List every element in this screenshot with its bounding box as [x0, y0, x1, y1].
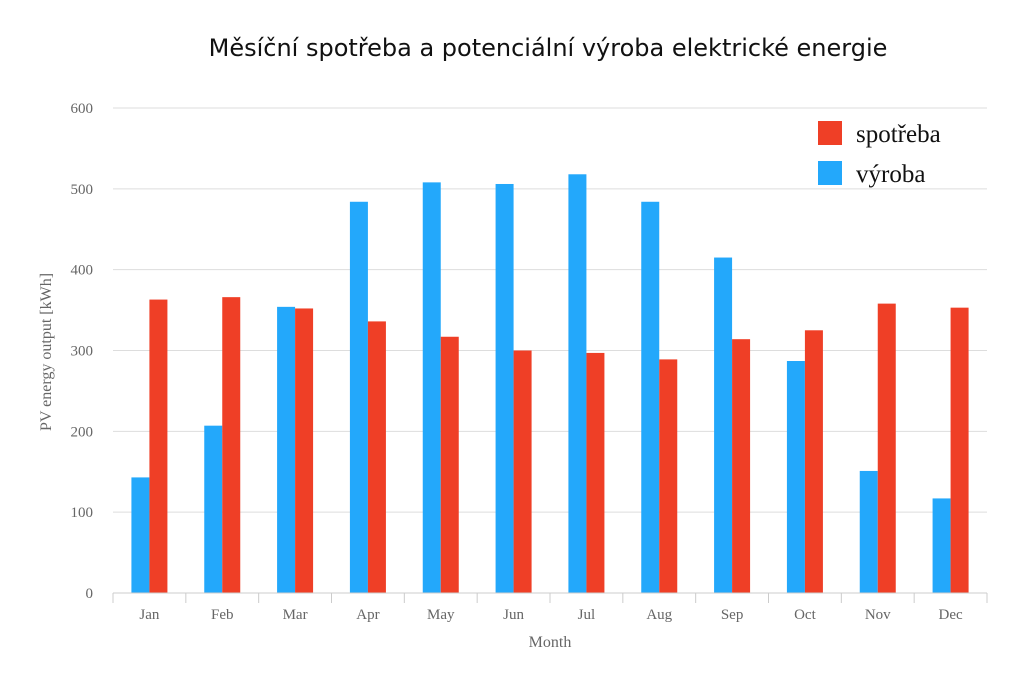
bar-výroba-May [422, 182, 441, 593]
x-axis-label: Month [529, 634, 572, 651]
bar-spotřeba-Feb [222, 297, 241, 593]
y-axis-ticks: 0 100 200 300 400 500 600 [71, 101, 94, 602]
legend: spotřeba výroba [818, 121, 941, 188]
bar-spotřeba-Jul [586, 352, 605, 593]
legend-label-výroba: výroba [856, 161, 925, 188]
x-tick-label-Jan: Jan [139, 607, 159, 623]
bar-spotřeba-Sep [732, 339, 751, 593]
x-tick-label-Apr: Apr [356, 607, 379, 623]
bar-spotřeba-Jun [513, 350, 532, 593]
x-tick-label-Mar: Mar [283, 607, 308, 623]
bar-spotřeba-Aug [659, 359, 678, 593]
bar-spotřeba-Apr [367, 321, 386, 593]
legend-swatch-výroba [818, 161, 842, 185]
x-tick-label-Jun: Jun [503, 607, 524, 623]
bar-spotřeba-May [440, 336, 459, 593]
bar-výroba-Jul [568, 174, 587, 594]
legend-swatch-spotřeba [818, 121, 842, 145]
y-tick-label-600: 600 [71, 101, 94, 117]
gridlines [113, 107, 987, 513]
bars [131, 174, 969, 594]
bar-výroba-Nov [859, 470, 878, 593]
y-tick-label-200: 200 [71, 424, 94, 440]
y-tick-label-300: 300 [71, 344, 94, 360]
bar-spotřeba-Jan [149, 299, 168, 593]
bar-výroba-Apr [349, 201, 368, 593]
bar-výroba-Feb [204, 425, 223, 593]
bar-výroba-Dec [932, 498, 951, 593]
x-tick-label-Dec: Dec [939, 607, 963, 623]
chart-title: Měsíční spotřeba a potenciální výroba el… [209, 34, 888, 62]
y-tick-label-500: 500 [71, 182, 94, 198]
y-tick-label-400: 400 [71, 263, 94, 279]
bar-výroba-Jun [495, 183, 514, 593]
x-tick-label-Jul: Jul [578, 607, 596, 623]
x-axis [112, 592, 988, 603]
bar-výroba-Sep [714, 257, 733, 593]
legend-label-spotřeba: spotřeba [856, 121, 941, 148]
x-tick-label-Oct: Oct [794, 607, 816, 623]
bar-spotřeba-Nov [877, 303, 896, 593]
bar-spotřeba-Dec [950, 307, 969, 593]
bar-výroba-Jan [131, 477, 150, 593]
y-tick-label-0: 0 [86, 586, 94, 602]
bar-spotřeba-Mar [295, 308, 314, 593]
bar-spotřeba-Oct [804, 330, 823, 593]
x-tick-label-Aug: Aug [646, 607, 672, 623]
y-tick-label-100: 100 [71, 505, 94, 521]
x-tick-label-Sep: Sep [721, 607, 744, 623]
y-axis-label: PV energy output [kWh] [38, 273, 55, 431]
x-axis-ticks: Jan Feb Mar Apr May Jun Jul Aug Sep Oct Nov Dec [139, 607, 963, 623]
bar-výroba-Mar [277, 306, 296, 593]
bar-výroba-Oct [786, 361, 805, 593]
x-tick-label-Nov: Nov [865, 607, 891, 623]
bar-výroba-Aug [641, 201, 660, 593]
x-tick-label-Feb: Feb [211, 607, 234, 623]
x-tick-label-May: May [427, 607, 455, 623]
